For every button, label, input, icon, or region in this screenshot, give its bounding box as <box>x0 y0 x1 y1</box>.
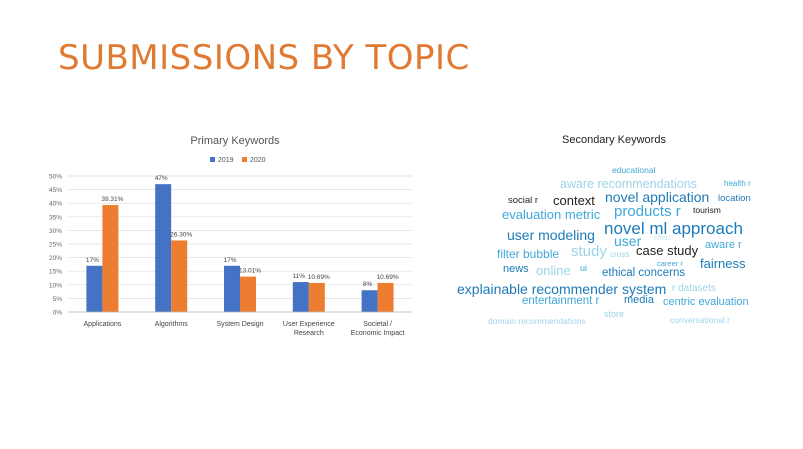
legend-swatch-2020 <box>242 157 247 162</box>
data-label: 17% <box>223 257 236 264</box>
wordcloud-word: explainable recommender system <box>457 281 667 297</box>
y-tick-label: 5% <box>53 296 63 303</box>
category-label: Societal / <box>363 321 392 328</box>
wordcloud-title: Secondary Keywords <box>562 134 666 146</box>
data-label: 17% <box>86 257 99 264</box>
y-tick-label: 30% <box>49 228 62 235</box>
wordcloud-word: social r <box>508 195 539 206</box>
wordcloud-word: study <box>571 243 607 260</box>
y-tick-label: 40% <box>49 201 62 208</box>
y-tick-label: 25% <box>49 242 62 249</box>
y-tick-label: 10% <box>49 282 62 289</box>
wordcloud-word: evaluation metric <box>502 207 601 222</box>
legend-label-2020: 2020 <box>250 157 266 164</box>
bar-2019-0 <box>86 265 103 312</box>
category-label: Applications <box>84 321 122 328</box>
wordcloud-word: news <box>503 263 529 275</box>
legend-swatch-2019 <box>210 157 215 162</box>
bar-2020-4 <box>377 282 394 312</box>
primary-keywords-bar-chart: Primary Keywords 2019 2020 0% 5% 10% 15% 20% 2… <box>49 135 412 337</box>
data-label: 10.69% <box>377 274 399 281</box>
wordcloud-word: media <box>624 294 654 306</box>
y-tick-label: 45% <box>49 187 62 194</box>
wordcloud-word: tourism <box>693 205 721 215</box>
y-axis: 0% 5% 10% 15% 20% 25% 30% 35% 40% 45% 50% <box>49 174 62 317</box>
chart-legend: 2019 2020 <box>210 157 266 164</box>
data-label: 8% <box>363 281 373 288</box>
y-tick-label: 20% <box>49 255 62 262</box>
category-label: System Design <box>216 321 263 328</box>
data-label: 10.69% <box>308 274 330 281</box>
wordcloud-word: user modeling <box>507 227 595 243</box>
category-label: Research <box>294 330 324 337</box>
category-label: Economic Impact <box>351 330 405 337</box>
legend-label-2019: 2019 <box>218 157 234 164</box>
wordcloud-word: centric evaluation <box>663 296 749 308</box>
wordcloud-word: store <box>604 309 625 319</box>
bar-2019-4 <box>361 290 378 312</box>
wordcloud-word: cross <box>610 250 630 259</box>
bar-2019-3 <box>292 282 309 312</box>
wordcloud-word: location <box>718 193 751 204</box>
wordcloud-word: products r <box>614 203 681 220</box>
y-tick-label: 50% <box>49 174 62 181</box>
chart-title: Primary Keywords <box>190 135 280 147</box>
chart-bars: 17%39.31%47%26.30%17%13.01%11% 10.69%8%10… <box>86 175 399 312</box>
category-label: Algorithms <box>155 321 189 328</box>
wordcloud-word: entertainment r <box>522 295 600 307</box>
bar-2020-1 <box>171 240 188 312</box>
bar-2019-2 <box>224 265 240 312</box>
bar-2020-3 <box>308 282 325 312</box>
wordcloud-word: career r <box>657 259 683 268</box>
y-tick-label: 35% <box>49 214 62 221</box>
data-label: 39.31% <box>101 196 123 203</box>
wordcloud-word: context <box>553 193 595 208</box>
data-label: 11% <box>293 273 306 280</box>
data-label: 47% <box>155 175 168 182</box>
wordcloud-word: effect <box>654 235 671 242</box>
y-tick-label: 15% <box>49 269 62 276</box>
wordcloud-word: fairness <box>700 256 746 271</box>
slide-title: SUBMISSIONS BY TOPIC <box>58 38 470 78</box>
wordcloud-word: conversational r <box>670 315 731 325</box>
data-label: 26.30% <box>170 231 192 238</box>
wordcloud-word: r datasets <box>672 283 716 294</box>
wordcloud-word: health r <box>724 179 751 188</box>
wordcloud-word: novel ml approach <box>604 219 743 238</box>
wordcloud-word: novel application <box>605 189 710 205</box>
wordcloud-word: aware recommendations <box>560 177 697 191</box>
wordcloud-word: domain recommendations <box>488 316 586 326</box>
x-axis: Applications Algorithms System Design User … <box>68 311 412 337</box>
wordcloud-word: case study <box>636 243 699 258</box>
category-label: User Experience <box>283 321 335 328</box>
bar-2020-2 <box>240 276 256 312</box>
bar-2019-1 <box>155 184 172 312</box>
wordcloud-word: ethical concerns <box>602 267 686 279</box>
wordcloud-word: educational <box>612 165 656 175</box>
wordcloud-word: filter bubble <box>497 247 560 261</box>
y-tick-label: 0% <box>53 310 63 317</box>
wordcloud-word: online <box>536 263 571 278</box>
bar-2020-0 <box>102 205 119 312</box>
data-label: 13.01% <box>239 268 261 275</box>
wordcloud-word: aware r <box>705 239 742 251</box>
wordcloud-word: ui <box>580 263 588 273</box>
wordcloud-word: user <box>614 233 642 249</box>
